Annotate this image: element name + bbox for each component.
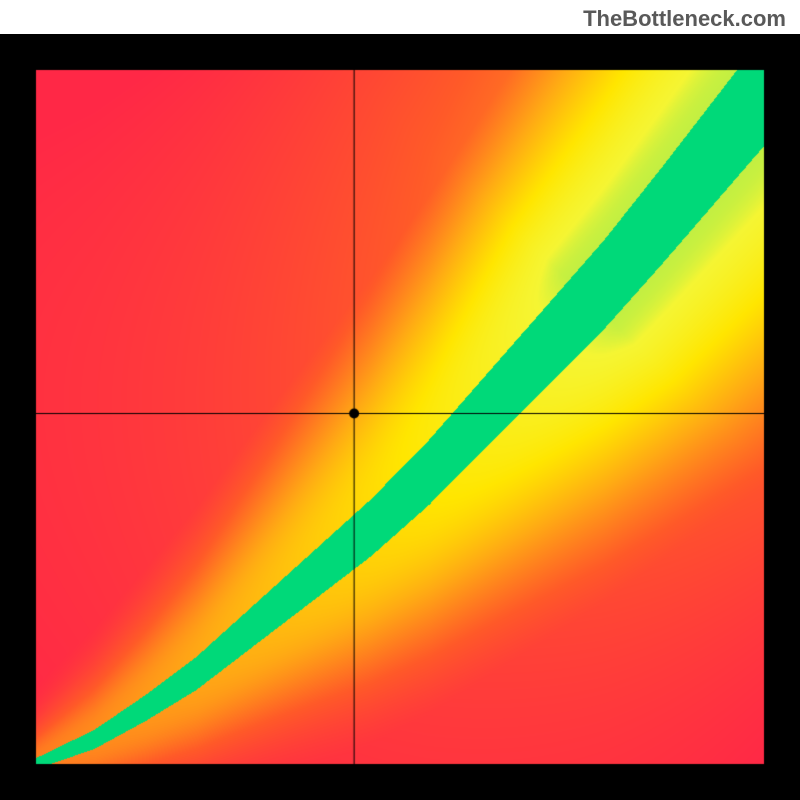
bottleneck-heatmap bbox=[0, 34, 800, 800]
attribution-text: TheBottleneck.com bbox=[583, 6, 786, 32]
chart-container: TheBottleneck.com bbox=[0, 0, 800, 800]
